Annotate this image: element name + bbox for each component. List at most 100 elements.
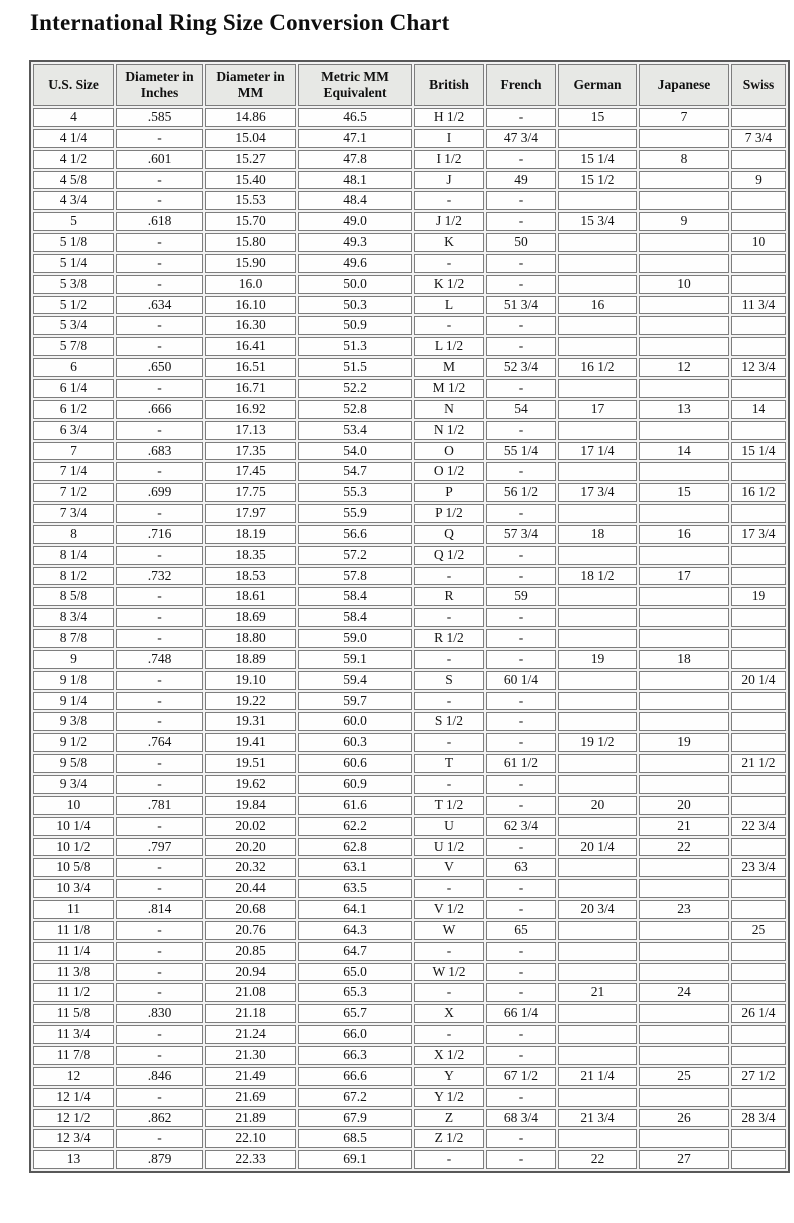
table-cell-japanese — [639, 670, 729, 690]
table-cell-french: - — [486, 941, 556, 961]
table-cell-german — [558, 670, 637, 690]
column-header-swiss: Swiss — [731, 64, 786, 106]
column-header-metric-mm-equivalent: Metric MM Equivalent — [298, 64, 412, 106]
table-cell-french: - — [486, 253, 556, 273]
table-cell-metric-mm-equivalent: 69.1 — [298, 1150, 412, 1170]
table-cell-u-s-size: 10 — [33, 795, 114, 815]
table-cell-metric-mm-equivalent: 54.0 — [298, 441, 412, 461]
table-cell-metric-mm-equivalent: 47.8 — [298, 149, 412, 169]
table-cell-u-s-size: 5 — [33, 212, 114, 232]
table-row: 5 1/2.634 16.10 50.3 L 51 3/4 16 11 3/4 — [33, 295, 786, 315]
column-header-german: German — [558, 64, 637, 106]
table-cell-german — [558, 816, 637, 836]
table-row: 10 1/2.797 20.20 62.8 U 1/2-20 1/4 22 — [33, 837, 786, 857]
table-cell-diameter-in-inches: .748 — [116, 649, 203, 669]
table-row: 9 3/8-19.31 60.0 S 1/2- — [33, 712, 786, 732]
table-cell-japanese: 22 — [639, 837, 729, 857]
table-cell-british: - — [414, 649, 484, 669]
table-cell-japanese — [639, 295, 729, 315]
table-cell-diameter-in-mm: 15.90 — [205, 253, 296, 273]
table-cell-diameter-in-inches: - — [116, 1087, 203, 1107]
table-cell-u-s-size: 8 — [33, 524, 114, 544]
table-cell-japanese: 10 — [639, 274, 729, 294]
table-cell-diameter-in-inches: - — [116, 587, 203, 607]
table-cell-french: - — [486, 191, 556, 211]
table-cell-u-s-size: 12 1/4 — [33, 1087, 114, 1107]
table-cell-swiss — [731, 900, 786, 919]
table-cell-metric-mm-equivalent: 48.4 — [298, 191, 412, 211]
table-cell-japanese — [639, 1087, 729, 1107]
table-cell-japanese — [639, 191, 729, 211]
table-cell-swiss — [731, 1129, 786, 1149]
table-cell-japanese — [639, 775, 729, 794]
table-cell-german — [558, 462, 637, 482]
table-cell-diameter-in-mm: 20.32 — [205, 858, 296, 878]
table-cell-metric-mm-equivalent: 52.2 — [298, 378, 412, 398]
table-cell-french: - — [486, 962, 556, 982]
table-cell-u-s-size: 9 — [33, 649, 114, 669]
table-cell-diameter-in-inches: .683 — [116, 441, 203, 461]
table-cell-diameter-in-inches: - — [116, 962, 203, 982]
table-cell-japanese — [639, 420, 729, 440]
table-cell-british: K — [414, 233, 484, 252]
table-cell-british: T — [414, 754, 484, 773]
table-cell-diameter-in-inches: .764 — [116, 733, 203, 753]
table-cell-british: S — [414, 670, 484, 690]
table-row: 10 3/4-20.44 63.5- - — [33, 879, 786, 899]
table-cell-japanese — [639, 170, 729, 190]
table-row: 11.814 20.68 64.1 V 1/2-20 3/4 23 — [33, 900, 786, 919]
table-cell-metric-mm-equivalent: 50.0 — [298, 274, 412, 294]
table-cell-diameter-in-mm: 20.85 — [205, 941, 296, 961]
table-cell-metric-mm-equivalent: 52.8 — [298, 399, 412, 419]
table-cell-french: - — [486, 775, 556, 794]
table-cell-diameter-in-mm: 15.40 — [205, 170, 296, 190]
table-cell-diameter-in-inches: - — [116, 420, 203, 440]
table-cell-british: Y 1/2 — [414, 1087, 484, 1107]
table-cell-diameter-in-mm: 18.61 — [205, 587, 296, 607]
table-row: 8.716 18.19 56.6 Q 57 3/4 18 16 17 3/4 — [33, 524, 786, 544]
table-row: 8 3/4-18.69 58.4- - — [33, 608, 786, 628]
table-cell-diameter-in-inches: - — [116, 316, 203, 336]
table-cell-german — [558, 858, 637, 878]
table-cell-swiss: 9 — [731, 170, 786, 190]
table-cell-japanese — [639, 879, 729, 899]
table-cell-japanese: 24 — [639, 983, 729, 1003]
table-cell-british: L — [414, 295, 484, 315]
table-cell-u-s-size: 9 1/2 — [33, 733, 114, 753]
table-cell-japanese: 23 — [639, 900, 729, 919]
table-cell-diameter-in-mm: 19.41 — [205, 733, 296, 753]
table-cell-french: - — [486, 879, 556, 899]
table-cell-german — [558, 420, 637, 440]
table-row: 12 1/2.862 21.89 67.9 Z 68 3/4 21 3/4 26 28 3/4 — [33, 1108, 786, 1128]
table-cell-japanese — [639, 233, 729, 252]
table-cell-diameter-in-inches: - — [116, 274, 203, 294]
table-cell-u-s-size: 9 3/4 — [33, 775, 114, 794]
table-cell-swiss — [731, 212, 786, 232]
table-row: 8 1/4-18.35 57.2 Q 1/2- — [33, 545, 786, 565]
table-cell-diameter-in-mm: 18.53 — [205, 566, 296, 586]
table-row: 6 1/2.666 16.92 52.8 N 54 17 13 14 — [33, 399, 786, 419]
table-cell-japanese — [639, 691, 729, 711]
table-cell-swiss — [731, 1025, 786, 1044]
table-cell-japanese: 19 — [639, 733, 729, 753]
table-cell-diameter-in-mm: 15.04 — [205, 128, 296, 148]
table-cell-french: - — [486, 545, 556, 565]
table-cell-diameter-in-mm: 18.19 — [205, 524, 296, 544]
table-row: 13.879 22.33 69.1- -22 27 — [33, 1150, 786, 1170]
table-cell-swiss — [731, 879, 786, 899]
table-cell-diameter-in-inches: - — [116, 629, 203, 648]
table-cell-french: - — [486, 837, 556, 857]
table-cell-british: U — [414, 816, 484, 836]
table-cell-british: N 1/2 — [414, 420, 484, 440]
table-cell-u-s-size: 11 — [33, 900, 114, 919]
table-cell-u-s-size: 5 1/4 — [33, 253, 114, 273]
table-cell-swiss — [731, 775, 786, 794]
table-cell-diameter-in-inches: .846 — [116, 1066, 203, 1086]
table-cell-british: - — [414, 733, 484, 753]
table-cell-diameter-in-mm: 18.89 — [205, 649, 296, 669]
table-cell-u-s-size: 11 5/8 — [33, 1004, 114, 1024]
table-cell-metric-mm-equivalent: 64.1 — [298, 900, 412, 919]
table-cell-diameter-in-inches: .814 — [116, 900, 203, 919]
table-cell-u-s-size: 6 1/4 — [33, 378, 114, 398]
table-cell-british: N — [414, 399, 484, 419]
